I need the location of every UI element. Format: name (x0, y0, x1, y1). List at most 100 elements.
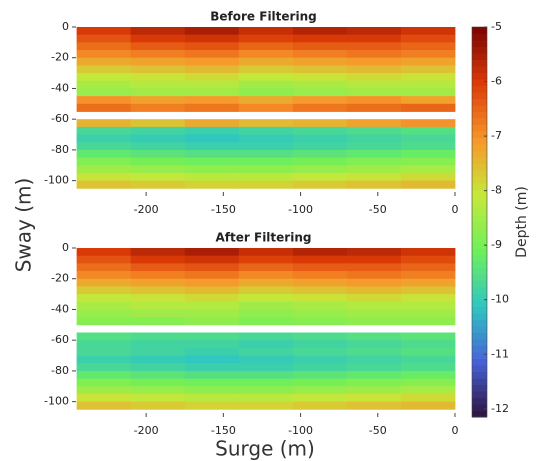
heatmap-cell (76, 119, 132, 128)
heatmap-cell (400, 172, 456, 182)
heatmap-cell (76, 96, 132, 105)
heatmap-cell (346, 294, 402, 303)
heatmap-cell (130, 393, 186, 403)
heatmap-cell (76, 340, 132, 349)
heatmap-cell (400, 65, 456, 74)
heatmap-cell (292, 180, 348, 189)
heatmap-cell (76, 309, 132, 318)
heatmap-cell (292, 119, 348, 128)
x-tick-label: -150 (211, 424, 236, 437)
heatmap-cell (238, 27, 294, 36)
heatmap-cell (400, 309, 456, 318)
heatmap-cell (184, 172, 240, 182)
heatmap-cell (184, 332, 240, 341)
heatmap-cell (238, 50, 294, 59)
heatmap-cell (130, 294, 186, 303)
heatmap-cell (346, 142, 402, 151)
heatmap-cell (292, 96, 348, 105)
heatmap-cell (76, 27, 132, 36)
heatmap-cell (292, 309, 348, 318)
heatmap-cell (130, 363, 186, 372)
heatmap-cell (130, 42, 186, 51)
heatmap-cell (238, 317, 294, 326)
y-tick-label: 0 (62, 20, 69, 33)
heatmap-cell (130, 401, 186, 410)
x-tick-label: 0 (452, 203, 459, 216)
heatmap-cell (292, 393, 348, 403)
heatmap-cell (238, 301, 294, 310)
heatmap-cell (400, 142, 456, 151)
colorbar-segment (472, 345, 487, 353)
heatmap-cell (130, 96, 186, 105)
heatmap-cell (184, 157, 240, 166)
heatmap-cell (184, 309, 240, 318)
colorbar-segment (472, 66, 487, 73)
heatmap-cell (76, 149, 132, 158)
colorbar-segment (472, 157, 487, 164)
heatmap-cell (292, 355, 348, 364)
heatmap-cell (238, 34, 294, 43)
heatmap-cell (238, 255, 294, 264)
heatmap-cell (130, 355, 186, 364)
heatmap-cell (400, 355, 456, 364)
heatmap-cell (130, 286, 186, 295)
heatmap-cell (238, 65, 294, 74)
heatmap-cell (76, 80, 132, 89)
heatmap-cell (184, 278, 240, 287)
heatmap-cell (292, 165, 348, 174)
x-tick-label: -50 (369, 424, 387, 437)
heatmap-cell (346, 271, 402, 280)
heatmap-cell (238, 271, 294, 280)
colorbar-segment (472, 410, 487, 418)
colorbar-tick-label: -5 (491, 20, 502, 33)
heatmap-cell (400, 103, 456, 112)
y-axis-label: Sway (m) (12, 178, 36, 273)
colorbar-segment (472, 274, 487, 281)
heatmap-cell (400, 126, 456, 135)
heatmap-cell (400, 263, 456, 272)
heatmap-cell (346, 248, 402, 257)
colorbar-tick-label: -6 (491, 75, 502, 88)
heatmap-cell (130, 248, 186, 257)
heatmap-cell (346, 27, 402, 36)
y-tick-label: -80 (51, 364, 69, 377)
y-tick-label: -100 (44, 174, 69, 187)
heatmap-cell (292, 255, 348, 264)
heatmap-cell (346, 263, 402, 272)
heatmap-cell (76, 393, 132, 403)
heatmap-cell (292, 27, 348, 36)
x-tick-label: 0 (452, 424, 459, 437)
colorbar-segment (472, 228, 487, 236)
heatmap-cell (292, 278, 348, 287)
heatmap-cell (76, 278, 132, 287)
heatmap-cell (346, 355, 402, 364)
heatmap-cell (346, 401, 402, 410)
heatmap-cell (292, 317, 348, 326)
colorbar-segment (472, 111, 487, 119)
heatmap-cell (76, 370, 132, 379)
heatmap-cell (346, 80, 402, 89)
heatmap-cell (130, 263, 186, 272)
x-tick-label: -150 (211, 203, 236, 216)
colorbar-segment (472, 319, 487, 327)
y-tick-label: -100 (44, 395, 69, 408)
colorbar-segment (472, 144, 487, 151)
heatmap-cell (76, 88, 132, 97)
heatmap-cell (184, 355, 240, 364)
heatmap-cell (346, 119, 402, 128)
heatmap-cell (238, 378, 294, 387)
x-tick-label: -200 (134, 203, 159, 216)
colorbar-segment (472, 46, 487, 54)
heatmap-cell (184, 42, 240, 51)
heatmap-cell (346, 172, 402, 182)
x-tick-label: -200 (134, 424, 159, 437)
heatmap-cell (346, 393, 402, 403)
heatmap-cell (238, 80, 294, 89)
heatmap-cell (292, 80, 348, 89)
heatmap-cell (130, 65, 186, 74)
heatmap-cell (130, 309, 186, 318)
heatmap-cell (130, 332, 186, 341)
heatmap-cell (292, 271, 348, 280)
heatmap-cell (400, 347, 456, 356)
heatmap-cell (130, 386, 186, 395)
